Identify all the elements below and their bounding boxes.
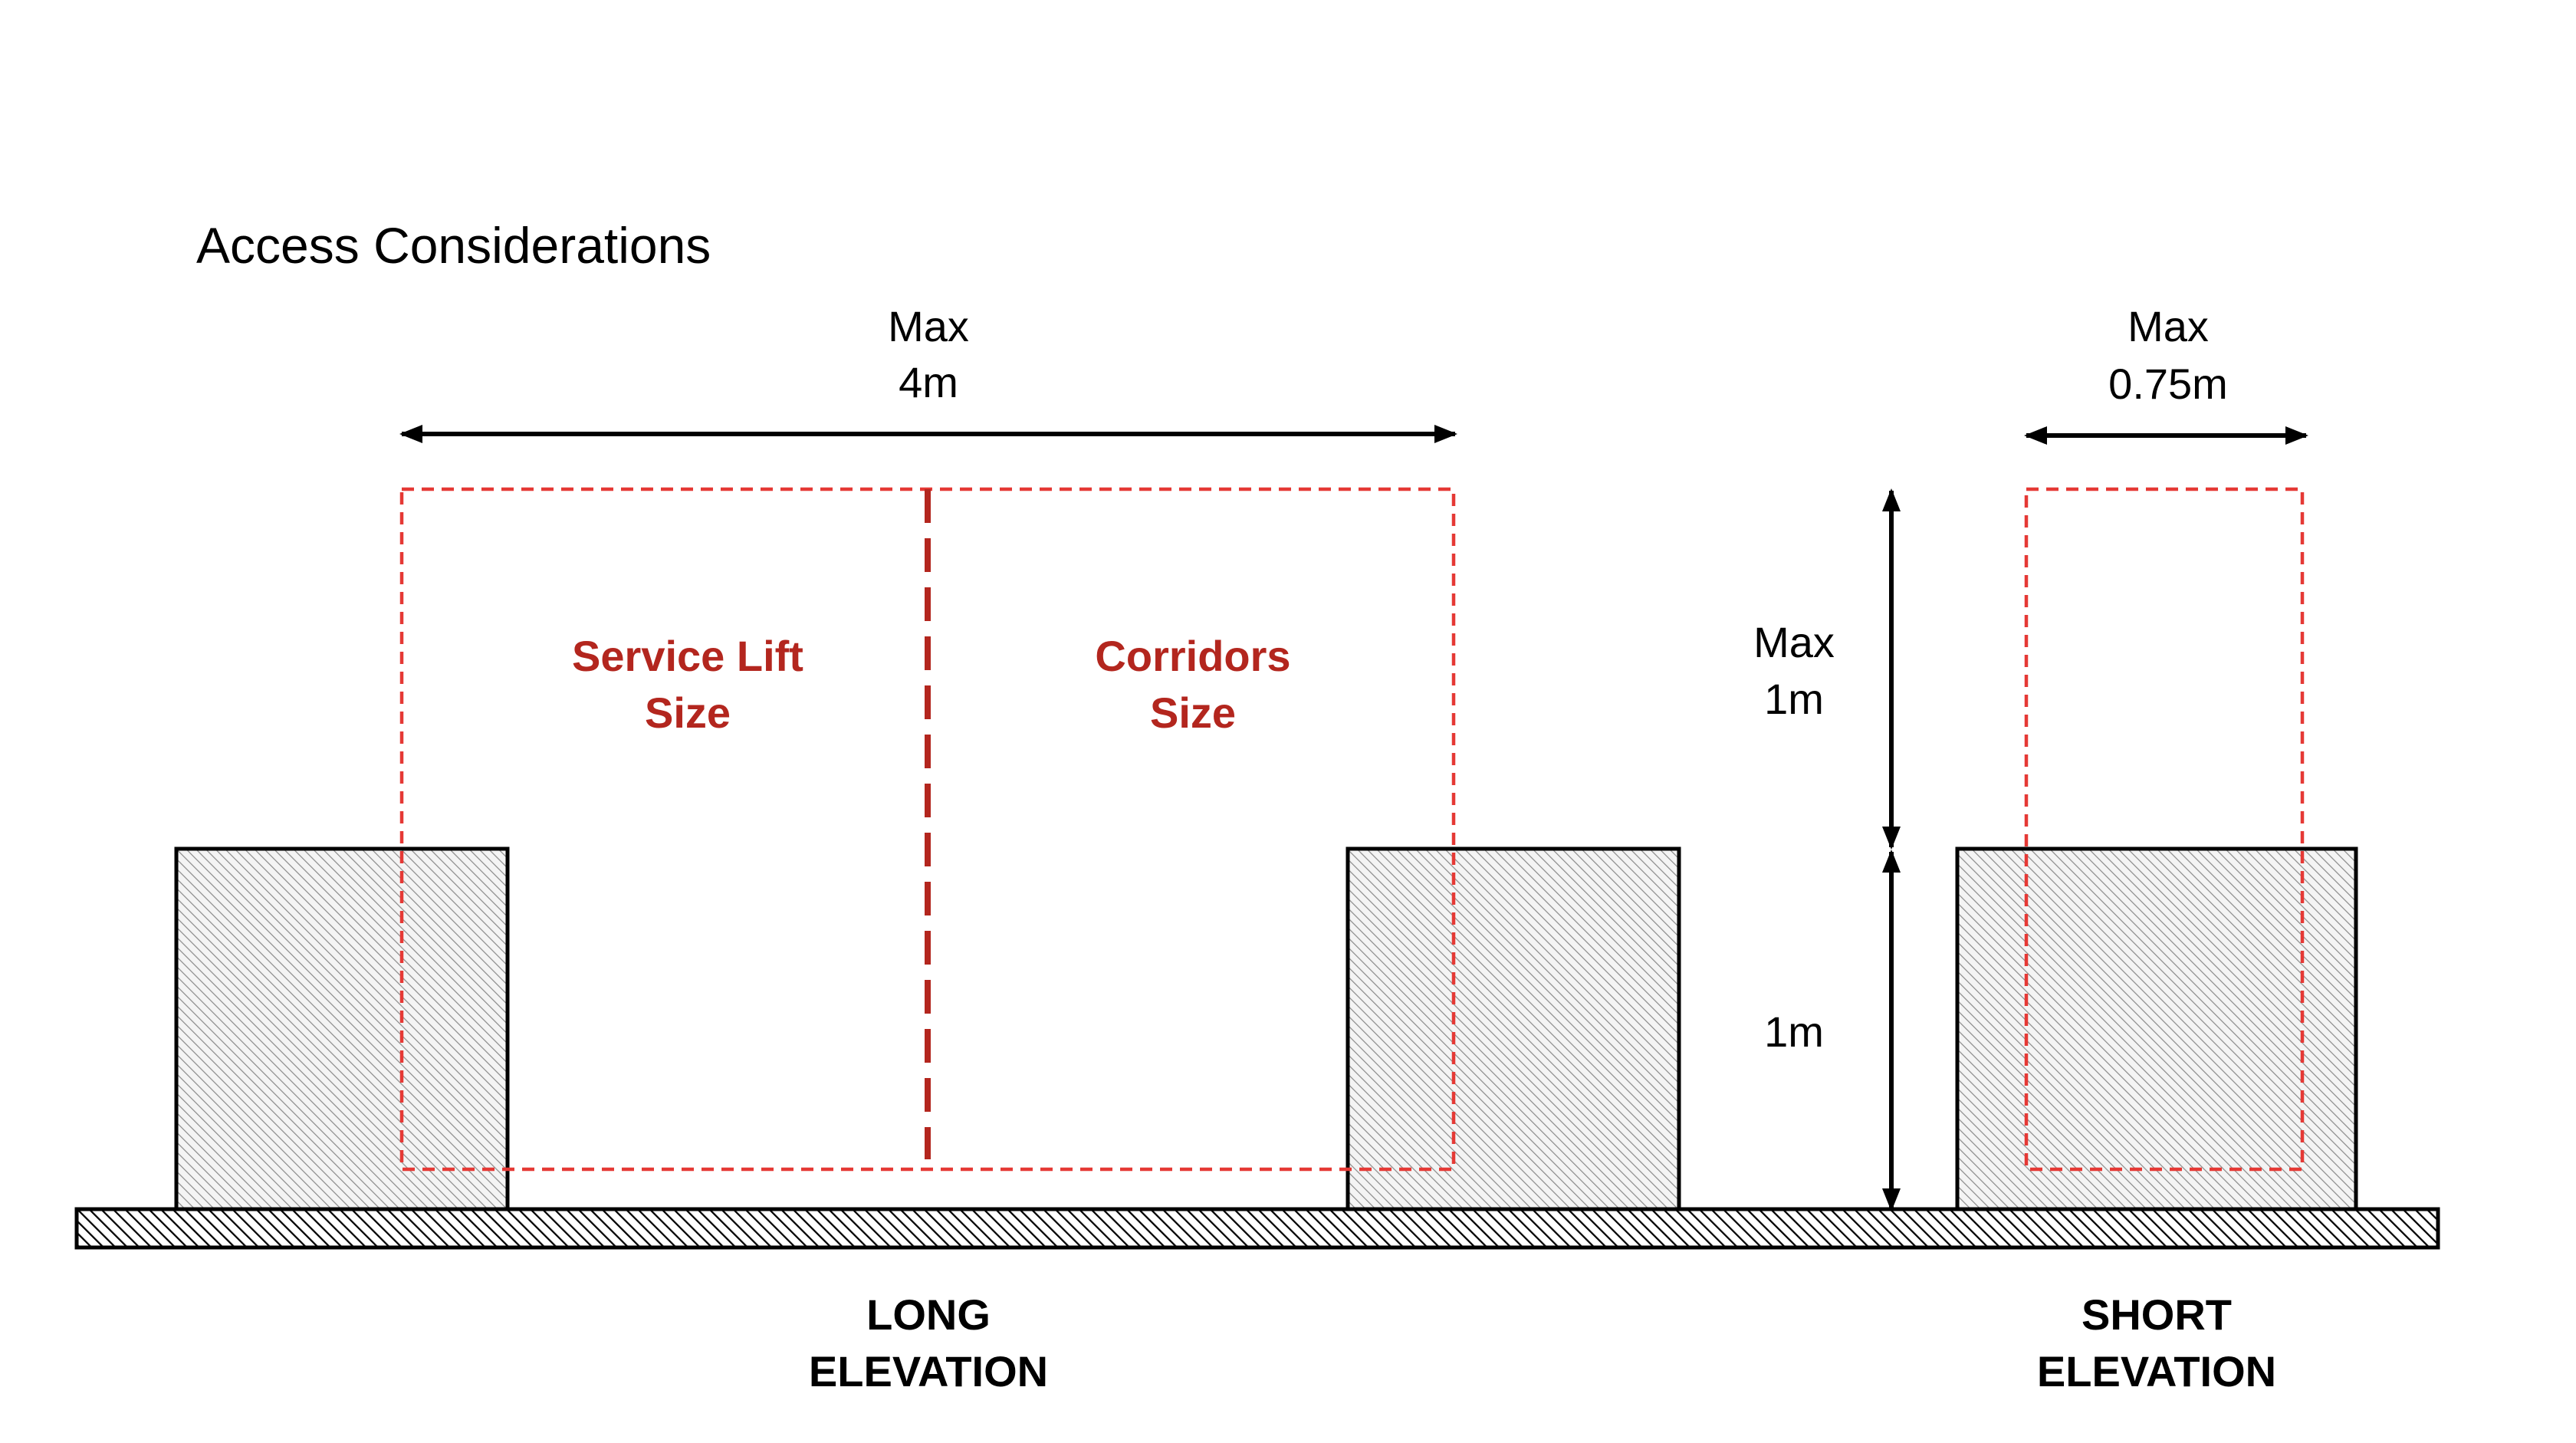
lower-height-label: 1m bbox=[1764, 1007, 1824, 1056]
short-elevation-label-line2: ELEVATION bbox=[2037, 1347, 2276, 1395]
corridors-label-line1: Corridors bbox=[1095, 632, 1290, 680]
corridors-label-line2: Size bbox=[1150, 689, 1236, 737]
middle-block bbox=[1346, 846, 1681, 1211]
service-lift-label-line1: Service Lift bbox=[572, 632, 803, 680]
short-width-label-line2: 0.75m bbox=[2108, 360, 2228, 408]
page-title: Access Considerations bbox=[196, 217, 711, 274]
long-width-label-line1: Max bbox=[888, 302, 969, 350]
long-elevation-label-line1: LONG bbox=[866, 1290, 991, 1339]
ground-slab bbox=[74, 1207, 2440, 1250]
short-elevation-block bbox=[1955, 846, 2358, 1211]
short-elevation-label-line1: SHORT bbox=[2082, 1290, 2232, 1339]
upper-height-label-line1: Max bbox=[1753, 618, 1835, 666]
long-elevation-label-line2: ELEVATION bbox=[809, 1347, 1048, 1395]
left-block bbox=[174, 846, 510, 1211]
service-lift-label-line2: Size bbox=[645, 689, 731, 737]
upper-height-label-line2: 1m bbox=[1764, 675, 1824, 723]
short-width-label-line1: Max bbox=[2128, 302, 2209, 350]
long-width-label-line2: 4m bbox=[899, 358, 958, 406]
